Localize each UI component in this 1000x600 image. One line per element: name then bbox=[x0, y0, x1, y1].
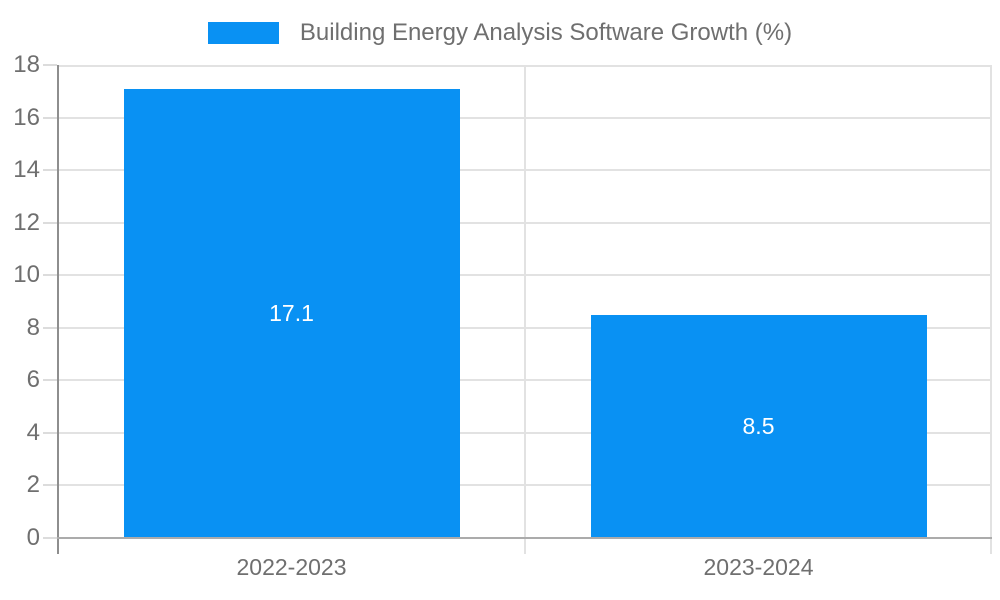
y-axis-tick-label: 14 bbox=[13, 156, 40, 184]
plot-area: 17.1 8.5 bbox=[58, 65, 992, 554]
x-axis-tick-label: 2022-2023 bbox=[236, 554, 347, 580]
y-axis-tick-mark bbox=[43, 484, 57, 487]
x-axis-line bbox=[57, 537, 992, 539]
y-axis-tick-label: 6 bbox=[26, 366, 40, 394]
y-axis-tick-mark bbox=[43, 169, 57, 172]
y-axis-tick-mark bbox=[43, 326, 57, 329]
y-axis-tick-label: 18 bbox=[13, 51, 40, 78]
x-axis-tick-label: 2023-2024 bbox=[703, 554, 814, 580]
y-axis-tick-label: 12 bbox=[13, 208, 40, 236]
y-axis-line bbox=[57, 65, 59, 554]
legend-swatch-icon bbox=[207, 22, 279, 44]
bar-value-label: 17.1 bbox=[269, 300, 314, 327]
legend: Building Energy Analysis Software Growth… bbox=[0, 19, 1000, 47]
y-axis-tick-mark bbox=[43, 221, 57, 224]
y-axis-tick-mark bbox=[43, 64, 57, 66]
bar-2022-2023 bbox=[123, 88, 460, 538]
bar-value-label: 8.5 bbox=[742, 413, 775, 440]
y-axis-tick-label: 0 bbox=[26, 524, 40, 551]
y-axis-tick-mark bbox=[43, 116, 57, 119]
plot-right-border bbox=[990, 65, 992, 554]
y-axis-tick-label: 2 bbox=[26, 471, 40, 499]
y-axis-tick-mark bbox=[43, 537, 57, 539]
y-axis-tick-label: 10 bbox=[13, 261, 40, 289]
y-axis-tick-label: 8 bbox=[26, 313, 40, 341]
y-axis-tick-label: 16 bbox=[13, 103, 40, 131]
y-axis-tick-label: 4 bbox=[26, 418, 40, 446]
category-separator-gridline bbox=[524, 65, 526, 554]
legend-label: Building Energy Analysis Software Growth… bbox=[299, 19, 793, 46]
y-axis-tick-mark bbox=[43, 379, 57, 382]
bar-2023-2024 bbox=[590, 314, 927, 538]
y-axis-tick-mark bbox=[43, 431, 57, 434]
y-axis-tick-mark bbox=[43, 274, 57, 277]
